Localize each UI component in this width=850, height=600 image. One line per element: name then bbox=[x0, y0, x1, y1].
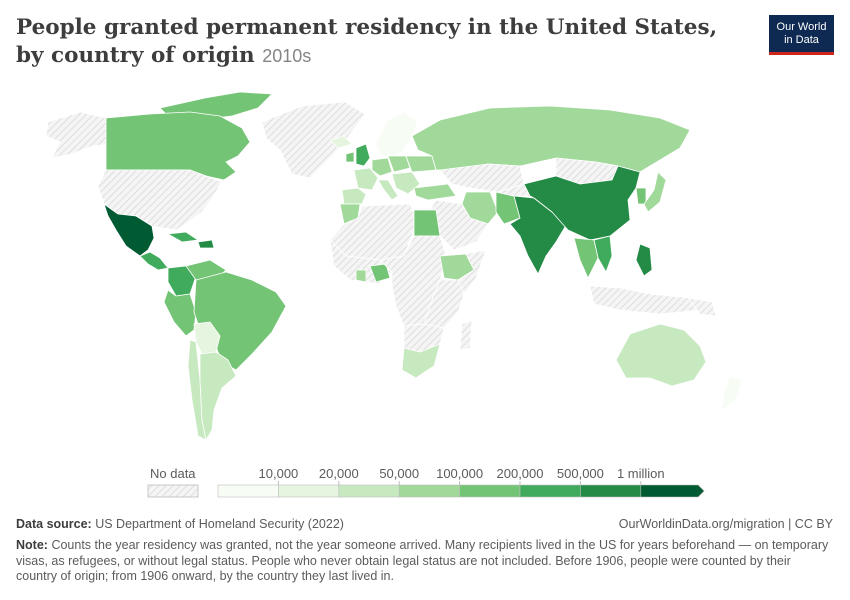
title-text: People granted permanent residency in th… bbox=[16, 15, 718, 68]
note-text: Counts the year residency was granted, n… bbox=[16, 538, 829, 583]
country-south-korea[interactable] bbox=[635, 187, 647, 205]
country-indonesia[interactable] bbox=[589, 285, 701, 315]
legend-bin[interactable] bbox=[338, 484, 400, 498]
legend-bin[interactable] bbox=[580, 484, 642, 498]
country-france[interactable] bbox=[353, 167, 379, 191]
country-spain[interactable] bbox=[341, 187, 367, 205]
country-poland[interactable] bbox=[387, 155, 411, 173]
legend-threshold-label: 50,000 bbox=[379, 466, 419, 481]
country-philippines[interactable] bbox=[635, 243, 653, 277]
legend-bin[interactable] bbox=[519, 484, 581, 498]
country-argentina[interactable] bbox=[199, 351, 237, 441]
country-japan[interactable] bbox=[643, 171, 667, 213]
country-ireland[interactable] bbox=[345, 151, 355, 163]
country-mexico[interactable] bbox=[103, 203, 155, 257]
country-ukraine[interactable] bbox=[405, 155, 437, 173]
logo-line-1: Our World bbox=[776, 20, 827, 33]
country-east-africa[interactable] bbox=[423, 279, 465, 329]
country-thailand[interactable] bbox=[573, 237, 599, 279]
country-greenland[interactable] bbox=[261, 101, 366, 179]
data-source: Data source: US Department of Homeland S… bbox=[16, 517, 344, 531]
legend-threshold-label: 10,000 bbox=[259, 466, 299, 481]
data-source-label: Data source: bbox=[16, 517, 92, 531]
source-url[interactable]: OurWorldinData.org/migration | CC BY bbox=[618, 517, 833, 531]
country-russia[interactable] bbox=[411, 105, 691, 173]
time-period: 2010s bbox=[262, 46, 312, 66]
country-scandinavia[interactable] bbox=[375, 111, 419, 159]
country-alaska[interactable] bbox=[45, 111, 111, 159]
country-south-africa[interactable] bbox=[401, 343, 441, 379]
country-central-america[interactable] bbox=[139, 251, 169, 271]
legend-bin[interactable] bbox=[398, 484, 460, 498]
legend-threshold-label: 500,000 bbox=[557, 466, 604, 481]
country-madagascar[interactable] bbox=[459, 319, 473, 351]
country-central-asia[interactable] bbox=[469, 183, 531, 197]
chart-note: Note: Counts the year residency was gran… bbox=[16, 538, 831, 585]
country-turkey[interactable] bbox=[413, 183, 457, 201]
legend-color-bins bbox=[217, 484, 705, 498]
country-hispaniola[interactable] bbox=[197, 239, 215, 249]
logo-line-2: in Data bbox=[784, 33, 819, 46]
legend-no-data-swatch bbox=[147, 484, 199, 498]
country-italy[interactable] bbox=[377, 179, 399, 201]
legend-threshold-label: 100,000 bbox=[436, 466, 483, 481]
map-legend: No data 10,000 20,000 50,000 100,000 200,000… bbox=[147, 466, 705, 498]
country-australia[interactable] bbox=[615, 323, 707, 387]
country-united-kingdom[interactable] bbox=[355, 143, 371, 167]
data-source-text: US Department of Homeland Security (2022… bbox=[95, 517, 344, 531]
country-new-zealand[interactable] bbox=[721, 375, 743, 411]
country-ghana[interactable] bbox=[355, 269, 367, 283]
chart-title: People granted permanent residency in th… bbox=[16, 14, 736, 70]
legend-threshold-label: 1 million bbox=[617, 466, 665, 481]
country-germany[interactable] bbox=[371, 157, 393, 177]
country-nigeria[interactable] bbox=[369, 263, 391, 283]
note-label: Note: bbox=[16, 538, 48, 552]
country-iceland[interactable] bbox=[329, 135, 353, 149]
legend-bin[interactable] bbox=[278, 484, 340, 498]
country-peru[interactable] bbox=[163, 289, 197, 337]
legend-bin[interactable] bbox=[217, 484, 279, 498]
world-map bbox=[45, 91, 743, 441]
country-china[interactable] bbox=[523, 165, 641, 241]
legend-bin[interactable] bbox=[640, 484, 705, 498]
country-papua-new-guinea[interactable] bbox=[687, 297, 717, 317]
country-cuba[interactable] bbox=[167, 231, 199, 243]
legend-threshold-labels: 10,000 20,000 50,000 100,000 200,000 500,000 1… bbox=[259, 466, 665, 485]
legend-threshold-label: 20,000 bbox=[319, 466, 359, 481]
country-egypt[interactable] bbox=[413, 209, 441, 237]
legend-threshold-label: 200,000 bbox=[497, 466, 544, 481]
legend-bin[interactable] bbox=[459, 484, 521, 498]
legend-no-data-label: No data bbox=[150, 466, 196, 481]
owid-logo[interactable]: Our World in Data bbox=[769, 15, 834, 55]
